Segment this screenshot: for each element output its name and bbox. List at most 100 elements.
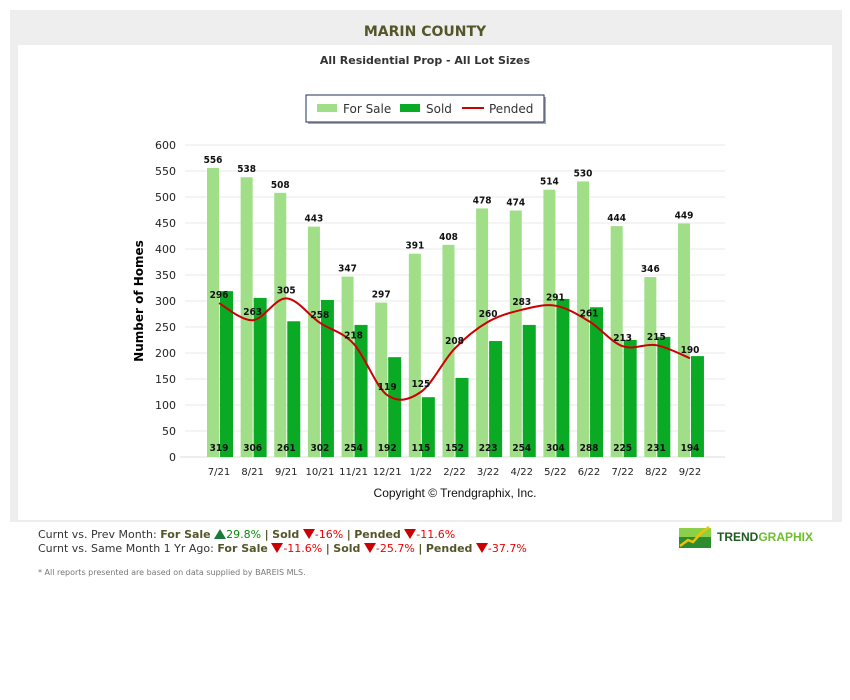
sold-bar (388, 357, 402, 457)
arrow-up-icon (214, 529, 227, 539)
y-tick-label: 350 (155, 269, 176, 282)
y-tick-label: 250 (155, 321, 176, 334)
page-title: MARIN COUNTY (363, 24, 487, 40)
x-tick-label: 7/21 (208, 467, 230, 478)
x-tick-label: 6/22 (578, 467, 600, 478)
x-tick-label: 3/22 (477, 467, 499, 478)
x-tick-label: 9/21 (275, 467, 297, 478)
x-tick-label: 7/22 (611, 467, 633, 478)
sold-label: 194 (681, 443, 700, 454)
sold-label: 254 (512, 443, 531, 454)
sold-bar (623, 340, 637, 457)
pended-label: 215 (647, 332, 666, 343)
pended-label: Pended (425, 542, 473, 555)
pended-line (218, 297, 691, 401)
sold-label: 319 (210, 443, 229, 454)
for-sale-label: 514 (540, 177, 559, 188)
sold-label: 288 (580, 443, 599, 454)
x-tick-label: 8/22 (645, 467, 667, 478)
sold-label: 223 (479, 443, 498, 454)
for-sale-bar (577, 181, 590, 457)
for-sale-label: 530 (574, 168, 593, 179)
sold-change: -25.7% (375, 542, 415, 555)
legend-label-pended: Pended (489, 102, 533, 116)
x-tick-label: 1/22 (410, 467, 432, 478)
sold-change: -16% (314, 528, 344, 541)
for-sale-label: For Sale (217, 542, 268, 555)
y-tick-label: 550 (155, 165, 176, 178)
x-tick-label: 4/22 (511, 467, 533, 478)
for-sale-label: 556 (204, 155, 223, 166)
for-sale-bar (509, 210, 522, 457)
for-sale-label: 443 (305, 214, 324, 225)
sold-label: 306 (243, 443, 262, 454)
sold-bar (522, 324, 536, 457)
for-sale-label: 478 (473, 195, 492, 206)
for-sale-bar (677, 223, 690, 457)
sold-label: 302 (311, 443, 330, 454)
x-tick-label: 5/22 (544, 467, 566, 478)
arrow-down-icon (404, 529, 417, 539)
for-sale-change: 29.8% (226, 528, 262, 541)
y-tick-label: 600 (155, 139, 176, 152)
chart-subtitle: All Residential Prop - All Lot Sizes (319, 54, 531, 67)
legend-label-for-sale: For Sale (343, 102, 391, 116)
sold-label: 254 (344, 443, 363, 454)
for-sale-bar (408, 253, 421, 457)
sold-bar (320, 299, 334, 457)
arrow-down-icon (363, 543, 376, 553)
y-tick-label: 50 (162, 425, 176, 438)
y-tick-label: 150 (155, 373, 176, 386)
for-sale-label: 408 (439, 232, 458, 243)
x-tick-label: 10/21 (306, 467, 335, 478)
stats-label: Curnt vs. Same Month 1 Yr Ago: (38, 542, 214, 555)
legend-label-sold: Sold (426, 102, 452, 116)
for-sale-label: 508 (271, 180, 290, 191)
sold-label: 192 (378, 443, 397, 454)
for-sale-label: 391 (405, 241, 424, 252)
arrow-down-icon (302, 529, 315, 539)
pended-label: 260 (479, 309, 498, 320)
legend-swatch-for-sale (317, 104, 337, 112)
pended-change: -37.7% (487, 542, 527, 555)
pended-label: 263 (243, 307, 262, 318)
pended-label: 261 (580, 308, 599, 319)
sold-bar (220, 291, 233, 457)
for-sale-label: 449 (675, 211, 694, 222)
sold-bar (455, 377, 469, 457)
for-sale-bar (240, 177, 253, 458)
pended-label: 218 (344, 331, 363, 342)
for-sale-bar (307, 226, 320, 457)
data-source-note: * All reports presented are based on dat… (38, 568, 306, 577)
for-sale-label: 347 (338, 264, 357, 275)
sold-label: 115 (411, 443, 430, 454)
for-sale-label: 538 (237, 164, 256, 175)
pended-label: 190 (681, 345, 700, 356)
pended-change: -11.6% (416, 528, 456, 541)
sold-bar (556, 298, 570, 457)
pended-label: 258 (311, 310, 330, 321)
pended-label: 125 (411, 379, 430, 390)
sold-bar (354, 324, 368, 457)
y-tick-label: 300 (155, 295, 176, 308)
x-tick-label: 9/22 (679, 467, 701, 478)
pended-label: 296 (210, 290, 229, 301)
y-tick-label: 100 (155, 399, 176, 412)
pended-label: 208 (445, 336, 464, 347)
sold-bar (690, 356, 704, 457)
sold-bar (287, 321, 301, 457)
x-tick-label: 8/21 (241, 467, 263, 478)
trendgraphix-logo: TRENDGRAPHIX (679, 526, 813, 548)
y-tick-label: 500 (155, 191, 176, 204)
for-sale-label: 297 (372, 290, 391, 301)
copyright: Copyright © Trendgraphix, Inc. (374, 486, 537, 500)
x-tick-label: 11/21 (339, 467, 368, 478)
sold-bar (421, 397, 435, 457)
sold-label: 231 (647, 443, 666, 454)
arrow-down-icon (271, 543, 284, 553)
stats-prev-month: Curnt vs. Prev Month: For Sale 29.8% | S… (38, 528, 456, 541)
logo-chart-icon (679, 526, 711, 548)
for-sale-bar (375, 302, 388, 457)
sold-bar (253, 297, 267, 457)
pended-label: 213 (613, 333, 632, 344)
